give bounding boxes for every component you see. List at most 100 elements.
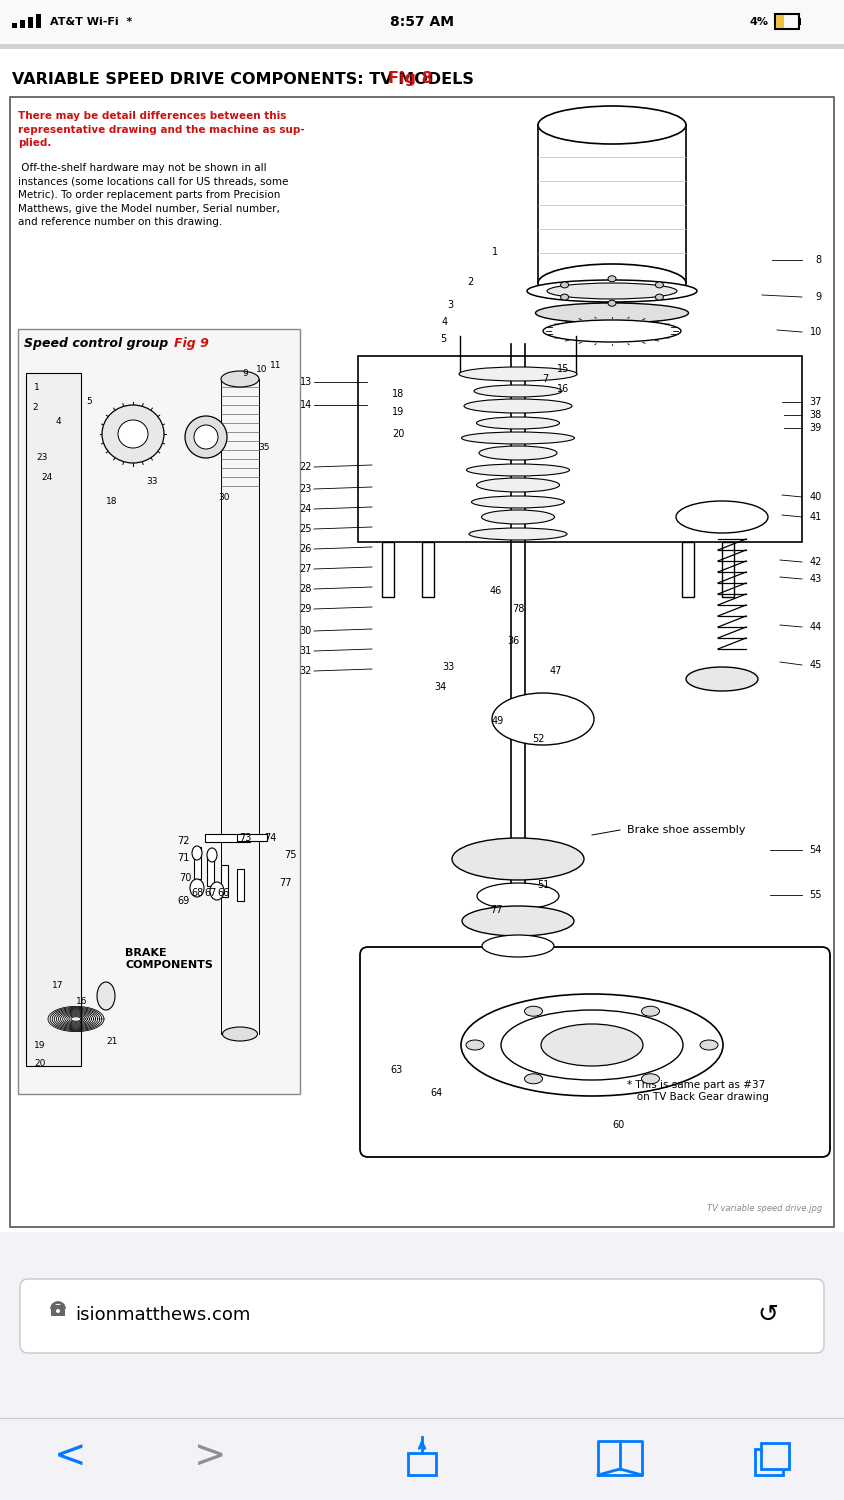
Text: 2: 2 — [467, 278, 473, 286]
Bar — [408, 1454, 436, 1474]
Text: 22: 22 — [300, 462, 312, 472]
Text: 14: 14 — [300, 400, 312, 410]
Ellipse shape — [467, 464, 570, 476]
Text: 43: 43 — [809, 574, 822, 584]
Text: 77: 77 — [279, 878, 291, 888]
Ellipse shape — [194, 424, 218, 448]
Bar — [237, 834, 267, 842]
Text: 33: 33 — [442, 662, 454, 672]
Ellipse shape — [608, 276, 616, 282]
Text: 55: 55 — [809, 890, 822, 900]
Text: 77: 77 — [490, 904, 502, 915]
Text: 38: 38 — [809, 410, 822, 420]
Text: 23: 23 — [36, 453, 47, 462]
Ellipse shape — [686, 668, 758, 692]
Ellipse shape — [482, 934, 554, 957]
Text: 66: 66 — [217, 888, 230, 898]
Bar — [382, 542, 394, 597]
Text: 13: 13 — [300, 376, 312, 387]
Text: TV variable speed drive.jpg: TV variable speed drive.jpg — [706, 1204, 822, 1214]
Ellipse shape — [118, 420, 148, 448]
Text: 41: 41 — [809, 512, 822, 522]
Bar — [755, 1449, 783, 1474]
Text: 10: 10 — [809, 327, 822, 338]
Text: 5: 5 — [86, 398, 92, 406]
Ellipse shape — [221, 370, 259, 387]
Ellipse shape — [102, 405, 164, 464]
Bar — [0, 44, 844, 50]
Text: 16: 16 — [76, 996, 88, 1005]
Bar — [20, 20, 25, 28]
Bar — [761, 1443, 789, 1468]
Ellipse shape — [56, 1310, 60, 1312]
Ellipse shape — [541, 1024, 643, 1066]
Text: 71: 71 — [177, 853, 189, 862]
Text: 23: 23 — [300, 484, 312, 494]
Ellipse shape — [210, 882, 224, 900]
Ellipse shape — [464, 399, 572, 412]
Text: 17: 17 — [52, 981, 63, 990]
Text: 15: 15 — [557, 364, 570, 374]
Text: isionmatthews.com: isionmatthews.com — [75, 1306, 251, 1324]
Ellipse shape — [481, 510, 555, 524]
Text: 10: 10 — [256, 364, 268, 374]
Text: 34: 34 — [434, 682, 446, 692]
Bar — [221, 865, 228, 897]
Text: Speed control group: Speed control group — [24, 336, 173, 350]
Bar — [51, 1305, 65, 1316]
Bar — [28, 16, 33, 28]
Text: 75: 75 — [284, 850, 296, 859]
Text: 49: 49 — [492, 716, 504, 726]
Text: 7: 7 — [542, 374, 549, 384]
Text: 9: 9 — [242, 369, 248, 378]
Text: Fig 8: Fig 8 — [388, 72, 433, 87]
Ellipse shape — [547, 284, 677, 298]
Ellipse shape — [492, 693, 594, 746]
Text: Fig 9: Fig 9 — [174, 336, 208, 350]
Ellipse shape — [608, 300, 616, 306]
Text: 32: 32 — [300, 666, 312, 676]
Ellipse shape — [472, 496, 565, 508]
Text: 3: 3 — [447, 300, 453, 310]
Ellipse shape — [477, 884, 559, 909]
Text: 26: 26 — [300, 544, 312, 554]
Text: 1: 1 — [492, 248, 498, 256]
Text: 64: 64 — [430, 1088, 442, 1098]
Ellipse shape — [676, 501, 768, 532]
Text: 54: 54 — [809, 844, 822, 855]
Text: 40: 40 — [809, 492, 822, 502]
Text: 24: 24 — [300, 504, 312, 515]
Ellipse shape — [190, 879, 204, 897]
Ellipse shape — [560, 294, 569, 300]
Bar — [722, 542, 734, 597]
Text: 67: 67 — [204, 888, 216, 898]
Text: 8: 8 — [816, 255, 822, 266]
Text: BRAKE
COMPONENTS: BRAKE COMPONENTS — [125, 948, 213, 969]
Ellipse shape — [461, 994, 723, 1096]
Text: 1: 1 — [34, 382, 40, 392]
Bar — [775, 13, 799, 28]
Bar — [194, 847, 201, 879]
Ellipse shape — [477, 478, 560, 492]
Text: 30: 30 — [300, 626, 312, 636]
Text: 4: 4 — [442, 316, 448, 327]
Ellipse shape — [452, 839, 584, 880]
Ellipse shape — [479, 446, 557, 460]
Ellipse shape — [459, 368, 577, 381]
Text: 30: 30 — [218, 492, 230, 501]
Text: 19: 19 — [392, 406, 404, 417]
Ellipse shape — [656, 282, 663, 288]
Ellipse shape — [535, 303, 689, 322]
Ellipse shape — [474, 386, 562, 398]
Text: 60: 60 — [612, 1120, 625, 1130]
Text: 70: 70 — [179, 873, 192, 883]
Ellipse shape — [207, 847, 217, 862]
Bar — [358, 356, 802, 542]
Text: 28: 28 — [300, 584, 312, 594]
Text: 31: 31 — [300, 646, 312, 656]
Text: 36: 36 — [507, 636, 519, 646]
Text: 18: 18 — [106, 498, 117, 507]
Text: VARIABLE SPEED DRIVE COMPONENTS: TV MODELS: VARIABLE SPEED DRIVE COMPONENTS: TV MODE… — [12, 72, 479, 87]
FancyBboxPatch shape — [20, 1280, 824, 1353]
Bar — [36, 13, 41, 28]
